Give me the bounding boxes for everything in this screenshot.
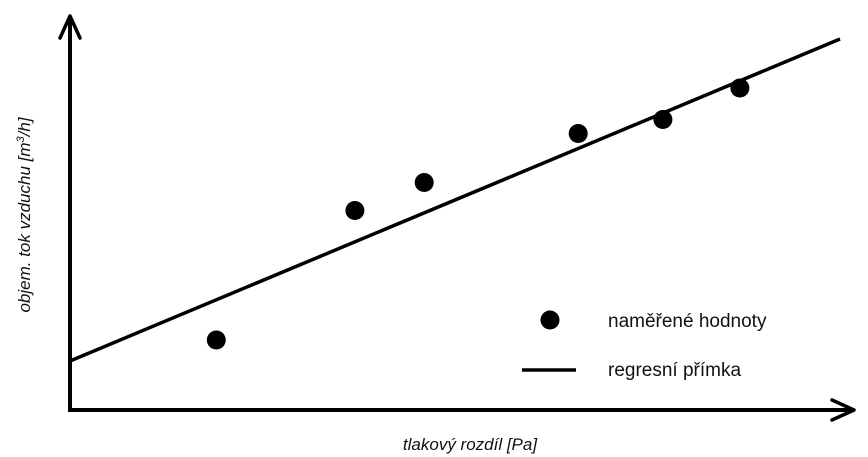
data-point [730,78,750,98]
y-axis-label-main: objem. tok vzduchu [m [15,142,34,312]
legend-marker-points [540,310,560,330]
data-point [653,110,673,129]
data-point [345,201,365,220]
regression-line [69,37,841,363]
y-axis-arrowhead [58,14,82,40]
plot-area [69,37,841,363]
x-axis-label: tlakový rozdíl [Pa] [403,435,538,454]
legend-label-points: naměřené hodnoty [608,311,767,332]
data-point [206,330,226,350]
y-axis-label-superscript: 3 [15,135,27,142]
x-axis-arrowhead [830,398,856,422]
data-point [414,173,434,192]
legend-label-line: regresní přímka [608,360,741,381]
data-point [568,124,588,143]
y-axis-label-unit-end: /h] [15,116,34,137]
legend: naměřené hodnoty regresní přímka [522,310,767,381]
y-axis-label: objem. tok vzduchu [m3/h] [15,116,34,312]
